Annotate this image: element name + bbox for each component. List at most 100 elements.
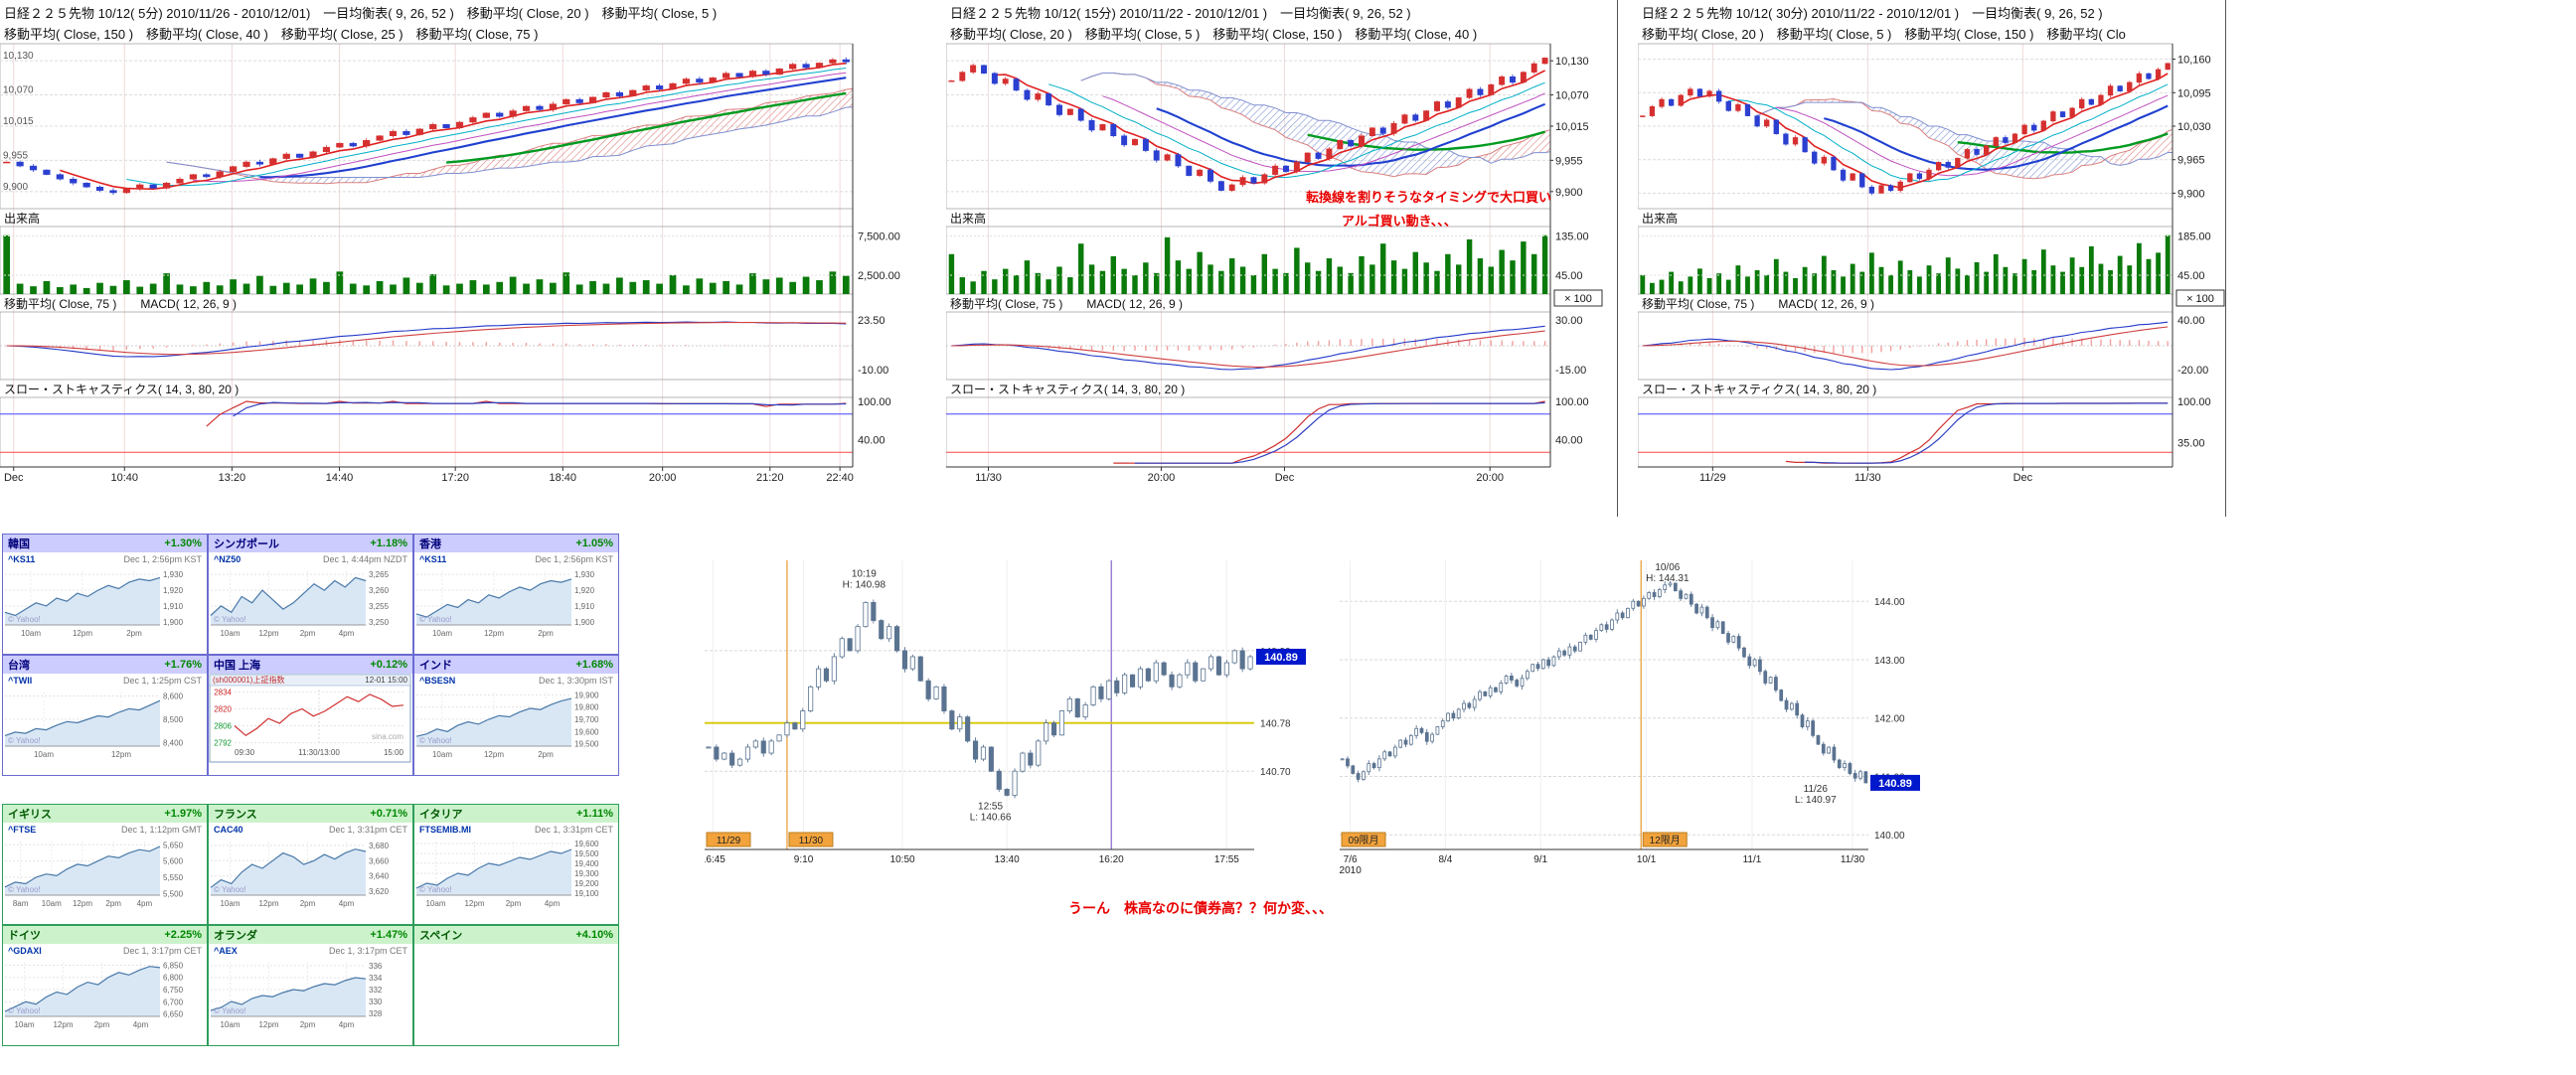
svg-text:328: 328: [369, 1009, 383, 1018]
market-cell-韓国[interactable]: 韓国 +1.30% ^KS11 Dec 1, 2:56pm KST 1,930 1,920…: [2, 534, 208, 655]
svg-text:2820: 2820: [214, 704, 232, 713]
svg-text:142.00: 142.00: [1874, 714, 1905, 725]
svg-text:5,550: 5,550: [163, 873, 184, 882]
svg-text:140.78: 140.78: [1260, 719, 1291, 730]
market-name: ドイツ: [8, 930, 41, 942]
market-cell-中国 上海[interactable]: 中国 上海 +0.12% (sh000001)上証指数 12-01 15:00 2834…: [208, 655, 413, 776]
market-cell-ドイツ[interactable]: ドイツ +2.25% ^GDAXI Dec 1, 3:17pm CET 6,850 6,8…: [2, 925, 208, 1046]
market-cell-イタリア[interactable]: イタリア +1.11% FTSEMIB.MI Dec 1, 3:31pm CET 19,…: [413, 804, 619, 925]
market-symbol-row: ^BSESN Dec 1, 3:30pm IST: [414, 674, 618, 687]
macd-section-label: 移動平均( Close, 75 ) MACD( 12, 26, 9 ): [950, 297, 1184, 311]
svg-text:19,800: 19,800: [574, 703, 599, 712]
svg-text:© Yahoo!: © Yahoo!: [8, 615, 41, 624]
svg-text:3,265: 3,265: [369, 570, 390, 579]
market-timestamp: Dec 1, 3:17pm CET: [328, 945, 407, 956]
svg-text:L: 140.97: L: 140.97: [1795, 795, 1837, 806]
svg-text:L: 140.66: L: 140.66: [970, 812, 1012, 823]
market-cell-フランス[interactable]: フランス +0.71% CAC40 Dec 1, 3:31pm CET 3,680 3,6…: [208, 804, 413, 925]
market-cell-イギリス[interactable]: イギリス +1.97% ^FTSE Dec 1, 1:12pm GMT 5,650 5,6…: [2, 804, 208, 925]
nikkei-15min-chart-canvas[interactable]: 11/30 20:00 Dec 20:00 10,130 10,070 10,015 9,95…: [945, 0, 1617, 517]
nikkei-30min-chart-canvas[interactable]: 11/29 11/30 Dec 10,160 10,095 10,030 9,965 9,90…: [1637, 0, 2225, 517]
svg-text:12-01 15:00: 12-01 15:00: [365, 676, 407, 685]
svg-text:140.70: 140.70: [1260, 767, 1291, 778]
svg-text:18:40: 18:40: [550, 472, 577, 484]
svg-text:6,650: 6,650: [163, 1010, 184, 1019]
svg-text:9,900: 9,900: [3, 182, 28, 193]
svg-text:© Yahoo!: © Yahoo!: [419, 615, 452, 624]
market-name: 香港: [419, 538, 441, 550]
svg-text:2792: 2792: [214, 739, 232, 748]
svg-text:3,260: 3,260: [369, 586, 390, 595]
nikkei-225-futures-15min-panel[interactable]: 11/30 20:00 Dec 20:00 10,130 10,070 10,015 9,95…: [945, 0, 1618, 517]
svg-text:9,955: 9,955: [1555, 155, 1583, 167]
nikkei-225-futures-5min-panel[interactable]: Dec 10:40 13:20 14:40 17:20 18:40 20:00 21:20 22…: [0, 0, 924, 517]
svg-text:12pm: 12pm: [484, 750, 504, 759]
svg-text:336: 336: [369, 962, 383, 971]
nikkei-225-futures-30min-panel[interactable]: 11/29 11/30 Dec 10,160 10,095 10,030 9,965 9,90…: [1637, 0, 2226, 517]
market-timestamp: Dec 1, 4:44pm NZDT: [322, 553, 407, 564]
svg-text:2,500.00: 2,500.00: [858, 270, 900, 282]
svg-text:10,130: 10,130: [3, 51, 34, 62]
market-symbol-row: ^AEX Dec 1, 3:17pm CET: [209, 944, 412, 957]
market-cell-台湾[interactable]: 台湾 +1.76% ^TWII Dec 1, 1:25pm CST 8,600 8,500…: [2, 655, 208, 776]
market-symbol-row: ^KS11 Dec 1, 2:56pm KST: [3, 552, 207, 565]
svg-text:10,070: 10,070: [3, 85, 34, 96]
svg-text:13:20: 13:20: [219, 472, 246, 484]
svg-text:10,015: 10,015: [1555, 121, 1589, 133]
market-change: +1.76%: [164, 659, 202, 671]
volume-section-label: 出来高: [950, 212, 987, 226]
market-change: +4.10%: [575, 929, 613, 941]
svg-text:9,900: 9,900: [1555, 187, 1583, 199]
svg-text:11/30: 11/30: [1854, 472, 1881, 484]
market-change: +1.30%: [164, 538, 202, 549]
svg-text:23.50: 23.50: [858, 315, 886, 327]
svg-text:Dec: Dec: [1275, 472, 1295, 484]
market-name: スペイン: [419, 930, 463, 942]
jgb-futures-intraday-chart[interactable]: 140.90140.78140.7016:459:1010:5013:4016:…: [701, 560, 1309, 875]
market-cell-インド[interactable]: インド +1.68% ^BSESN Dec 1, 3:30pm IST 19,900 19…: [413, 655, 619, 776]
svg-text:35.00: 35.00: [2177, 438, 2205, 450]
nikkei-5min-chart-canvas[interactable]: Dec 10:40 13:20 14:40 17:20 18:40 20:00 21:20 22…: [0, 0, 924, 517]
market-cell-シンガポール[interactable]: シンガポール +1.18% ^NZ50 Dec 1, 4:44pm NZDT 3,265…: [208, 534, 413, 655]
svg-text:2pm: 2pm: [300, 629, 316, 638]
svg-text:19,600: 19,600: [574, 840, 599, 848]
svg-text:1,920: 1,920: [163, 586, 184, 595]
svg-text:1,930: 1,930: [163, 570, 184, 579]
chart-title: 日経２２５先物 10/12( 5分) 2010/11/26 - 2010/12/…: [4, 6, 718, 21]
svg-text:11/30: 11/30: [975, 472, 1002, 484]
svg-text:(sh000001)上証指数: (sh000001)上証指数: [213, 675, 284, 685]
market-symbol: ^BSESN: [419, 675, 456, 686]
svg-text:2pm: 2pm: [300, 899, 316, 908]
svg-text:9,900: 9,900: [2177, 188, 2205, 200]
market-change: +0.71%: [370, 808, 407, 820]
svg-text:20:00: 20:00: [1148, 472, 1176, 484]
svg-text:12pm: 12pm: [258, 629, 278, 638]
svg-text:334: 334: [369, 974, 383, 983]
svg-text:8,400: 8,400: [163, 738, 184, 747]
jgb-futures-daily-chart[interactable]: 144.00143.00142.00141.00140.007/620108/4…: [1340, 560, 1923, 876]
market-header: イタリア +1.11%: [414, 805, 618, 823]
svg-text:10:50: 10:50: [890, 854, 915, 865]
svg-text:6,750: 6,750: [163, 986, 184, 995]
svg-text:22:40: 22:40: [826, 472, 854, 484]
svg-text:5,500: 5,500: [163, 889, 184, 898]
market-cell-オランダ[interactable]: オランダ +1.47% ^AEX Dec 1, 3:17pm CET 336 334 332…: [208, 925, 413, 1046]
market-timestamp: Dec 1, 3:31pm CET: [328, 824, 407, 835]
svg-text:19,700: 19,700: [574, 715, 599, 724]
volume-section-label: 出来高: [1642, 212, 1679, 226]
svg-text:5,600: 5,600: [163, 857, 184, 866]
market-change: +1.47%: [370, 929, 407, 941]
svg-text:10am: 10am: [432, 629, 452, 638]
svg-text:8/4: 8/4: [1438, 854, 1452, 865]
svg-text:10am: 10am: [42, 899, 62, 908]
svg-text:11/30: 11/30: [799, 836, 824, 846]
svg-text:19,400: 19,400: [574, 859, 599, 868]
market-cell-香港[interactable]: 香港 +1.05% ^KS11 Dec 1, 2:56pm KST 1,930 1,920…: [413, 534, 619, 655]
market-cell-スペイン[interactable]: スペイン +4.10%: [413, 925, 619, 1046]
svg-text:6,850: 6,850: [163, 961, 184, 970]
svg-text:10am: 10am: [220, 899, 240, 908]
svg-text:144.00: 144.00: [1874, 597, 1905, 608]
macd-section-label: 移動平均( Close, 75 ) MACD( 12, 26, 9 ): [1642, 297, 1875, 311]
svg-text:12pm: 12pm: [53, 1020, 73, 1029]
svg-text:11/29: 11/29: [1699, 472, 1726, 484]
